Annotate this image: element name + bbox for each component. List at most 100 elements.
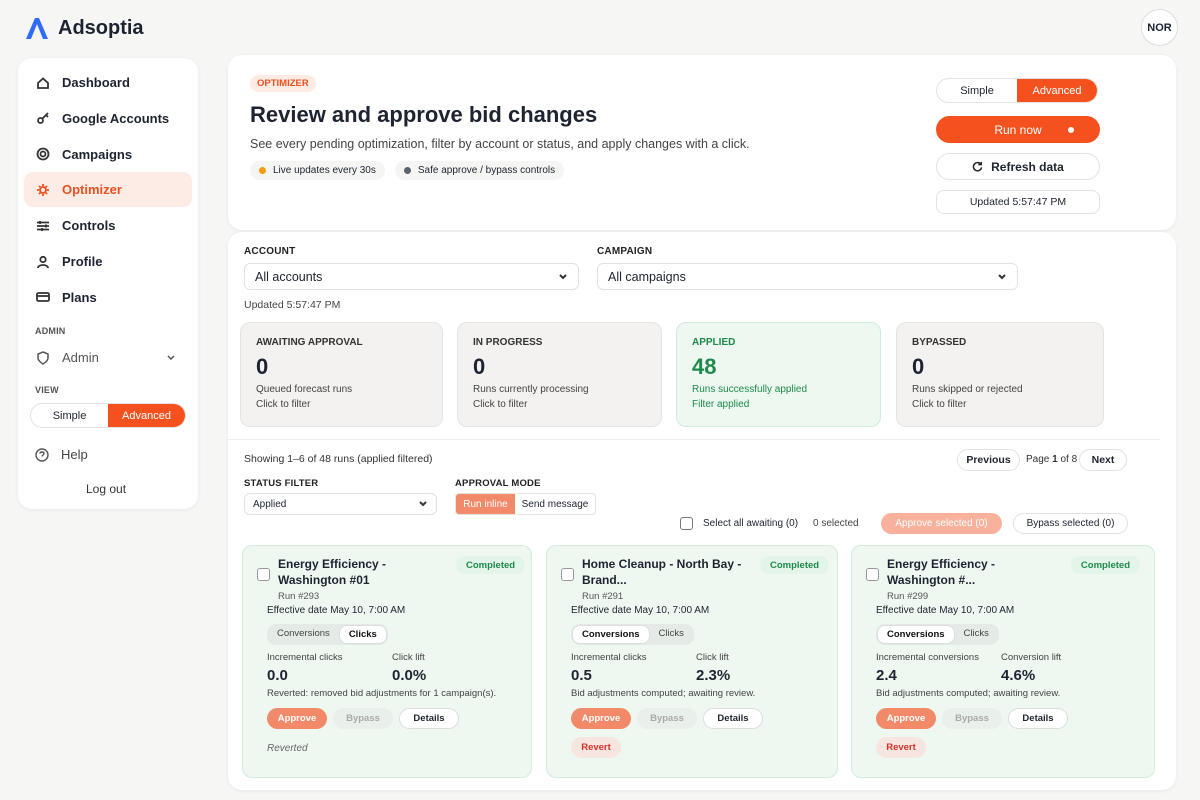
nav-item[interactable]: Google Accounts — [24, 101, 192, 136]
card-header: Energy Efficiency - Washington #... Run #… — [866, 556, 1140, 602]
effective-date: Effective date May 10, 7:00 AM — [267, 605, 406, 616]
bypass-selected-button[interactable]: Bypass selected (0) — [1013, 513, 1128, 534]
nav-label: Campaigns — [62, 146, 133, 162]
account-label: ACCOUNT — [244, 246, 296, 257]
nav-label: Optimizer — [62, 182, 122, 198]
bypass-button[interactable]: Bypass — [333, 708, 393, 729]
stat-card[interactable]: AWAITING APPROVAL 0 Queued forecast runs Cl… — [240, 322, 443, 427]
revert-button[interactable]: Revert — [876, 737, 926, 758]
approve-button[interactable]: Approve — [571, 708, 631, 729]
metric: Click lift 0.0% — [392, 652, 517, 684]
metrics: Incremental clicks 0.0 Click lift 0.0% — [267, 652, 517, 684]
nav-icon — [37, 220, 49, 231]
select-all-checkbox[interactable] — [680, 517, 693, 530]
mode-option[interactable]: Advanced — [1017, 79, 1097, 102]
card-title: Energy Efficiency - Washington #01 — [278, 557, 387, 587]
mode-option[interactable]: Simple — [960, 84, 994, 97]
tab[interactable]: Conversions — [877, 625, 955, 644]
details-button[interactable]: Details — [703, 708, 763, 729]
chevron — [998, 273, 1006, 279]
approve-button[interactable]: Approve — [876, 708, 936, 729]
admin-menu[interactable]: Admin — [36, 350, 176, 365]
metric-value: 2.3% — [696, 667, 731, 684]
metric-label: Conversion lift — [1001, 652, 1062, 663]
previous-button[interactable]: Previous — [957, 449, 1020, 471]
nav-item[interactable]: Profile — [24, 244, 192, 279]
tab[interactable]: Clicks — [338, 625, 387, 644]
stat-card[interactable]: IN PROGRESS 0 Runs currently processing Cli… — [457, 322, 662, 427]
stat-card[interactable]: APPLIED 48 Runs successfully applied Filter… — [676, 322, 881, 427]
stat-action: Filter applied — [692, 399, 750, 410]
approval-mode-label: APPROVAL MODE — [455, 478, 541, 489]
mode-option[interactable]: Run inline — [456, 494, 515, 514]
metrics: Incremental conversions 2.4 Conversion lif… — [876, 652, 1140, 684]
tabs: Conversions Clicks — [876, 624, 999, 645]
reverted-status: Reverted — [267, 743, 308, 754]
tab[interactable]: Conversions — [277, 628, 330, 639]
stat-action: Click to filter — [912, 399, 967, 410]
metric: Click lift 2.3% — [696, 652, 823, 684]
help-label: Help — [61, 447, 88, 462]
checkbox[interactable] — [257, 568, 270, 581]
user-avatar[interactable]: NOR — [1141, 9, 1178, 46]
page-number: 1 — [1052, 454, 1058, 465]
checkbox[interactable] — [866, 568, 879, 581]
view-option[interactable]: Advanced — [108, 404, 185, 427]
approval-mode: Run inline Send message — [455, 493, 596, 515]
tab[interactable]: Clicks — [963, 628, 989, 639]
nav-item[interactable]: Plans — [24, 280, 192, 315]
nav-item[interactable]: Optimizer — [24, 172, 192, 208]
checkbox[interactable] — [561, 568, 574, 581]
note: Reverted: removed bid adjustments for 1 … — [267, 688, 497, 699]
metric-value: 2.4 — [876, 667, 897, 684]
nav-item[interactable]: Campaigns — [24, 137, 192, 172]
chip: Safe approve / bypass controls — [394, 161, 565, 180]
status-pill: Completed — [1070, 556, 1140, 574]
actions: Approve Bypass Details — [267, 708, 517, 729]
page-title: Review and approve bid changes — [250, 102, 598, 127]
updated: Updated 5:57:47 PM — [936, 190, 1100, 214]
account-select[interactable]: All accounts — [244, 263, 579, 290]
stat-value: 0 — [912, 354, 925, 379]
status-select[interactable]: Applied — [244, 493, 437, 515]
bypass-button[interactable]: Bypass — [637, 708, 697, 729]
metric-label: Click lift — [696, 652, 729, 663]
nav-item[interactable]: Controls — [24, 208, 192, 243]
chip-label: Live updates every 30s — [273, 165, 376, 176]
view-toggle: Simple Advanced — [30, 403, 186, 428]
select-all-label: Select all awaiting (0) — [703, 518, 799, 529]
stat-action: Click to filter — [473, 399, 528, 410]
logout[interactable]: Log out — [86, 482, 127, 496]
refresh-button[interactable]: Refresh data — [936, 153, 1100, 180]
card-heading: Energy Efficiency - Washington #01 Run #2… — [278, 556, 448, 602]
card-title: Energy Efficiency - Washington #... — [887, 557, 996, 587]
card-header: Home Cleanup - North Bay - Brand... Run #… — [561, 556, 830, 602]
revert-button[interactable]: Revert — [571, 737, 621, 758]
run-card: Energy Efficiency - Washington #... Run #… — [851, 545, 1155, 778]
campaign-select[interactable]: All campaigns — [597, 263, 1018, 290]
bypass-button[interactable]: Bypass — [942, 708, 1002, 729]
metric: Incremental conversions 2.4 — [876, 652, 1001, 684]
metric: Incremental clicks 0.5 — [571, 652, 696, 684]
subtitle: See every pending optimization, filter b… — [250, 137, 750, 151]
nav-label: Profile — [62, 254, 103, 269]
page-prefix: Page — [1026, 454, 1050, 465]
tab[interactable]: Clicks — [658, 628, 684, 639]
mode-option[interactable]: Send message — [521, 498, 589, 510]
view-option[interactable]: Simple — [52, 409, 87, 422]
run-now-button[interactable]: Run now — [936, 116, 1100, 143]
stat-card[interactable]: BYPASSED 0 Runs skipped or rejected Click t… — [896, 322, 1104, 427]
next-button[interactable]: Next — [1079, 449, 1127, 471]
details-button[interactable]: Details — [1008, 708, 1068, 729]
campaign-label: CAMPAIGN — [597, 246, 653, 257]
status-value: Applied — [253, 498, 287, 510]
approve-selected-button[interactable]: Approve selected (0) — [881, 513, 1002, 534]
nav-item[interactable]: Dashboard — [24, 65, 192, 100]
chip-label: Safe approve / bypass controls — [417, 165, 556, 176]
stat-label: AWAITING APPROVAL — [256, 337, 363, 348]
details-button[interactable]: Details — [399, 708, 459, 729]
approve-button[interactable]: Approve — [267, 708, 327, 729]
tab[interactable]: Conversions — [572, 625, 650, 644]
help-link[interactable]: Help — [35, 447, 88, 462]
